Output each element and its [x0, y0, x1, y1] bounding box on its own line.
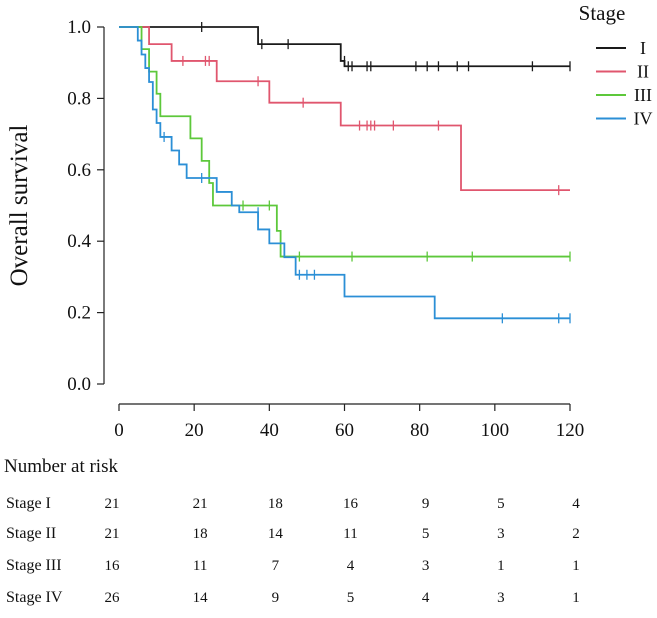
- risk-count: 18: [267, 496, 283, 512]
- series-group: [119, 22, 571, 324]
- risk-count: 1: [572, 558, 580, 574]
- risk-count: 3: [497, 526, 505, 542]
- risk-count: 2: [572, 526, 580, 542]
- risk-count: 5: [497, 496, 505, 512]
- risk-count: 14: [192, 590, 208, 606]
- risk-count: 11: [343, 526, 358, 542]
- x-tick-label: 0: [114, 420, 124, 441]
- risk-count: 14: [267, 526, 283, 542]
- risk-count: 21: [192, 496, 208, 512]
- x-tick-label: 20: [185, 420, 204, 441]
- y-tick-label: 1.0: [67, 17, 91, 38]
- y-tick-label: 0.8: [67, 88, 91, 109]
- x-tick-label: 80: [410, 420, 429, 441]
- x-tick-label: 40: [260, 420, 279, 441]
- risk-count: 16: [343, 496, 358, 512]
- risk-count: 1: [572, 590, 580, 606]
- risk-count: 16: [104, 558, 120, 574]
- risk-table-title: Number at risk: [4, 456, 118, 477]
- legend-title: Stage: [579, 1, 626, 25]
- series-line-IV: [119, 26, 570, 320]
- risk-count: 4: [346, 558, 355, 574]
- series-line-III: [119, 26, 570, 258]
- risk-count: 21: [104, 526, 120, 542]
- x-tick-label: 60: [335, 420, 354, 441]
- y-tick-label: 0.2: [67, 303, 91, 324]
- risk-count: 9: [421, 496, 430, 512]
- x-tick-label: 120: [556, 420, 585, 441]
- y-tick-label: 0.4: [67, 231, 91, 252]
- legend-label-III: III: [634, 85, 652, 105]
- km-survival-chart: 0.0 0.2 0.4 0.6 0.8 1.0 Overall survival 0 20 40 6…: [6, 1, 653, 441]
- risk-count: 5: [421, 526, 430, 542]
- risk-count: 18: [192, 526, 208, 542]
- x-tick-label: 100: [481, 420, 510, 441]
- risk-count: 7: [271, 558, 280, 574]
- axes: 0.0 0.2 0.4 0.6 0.8 1.0 Overall survival 0 20 40 6…: [6, 17, 585, 441]
- risk-row-label: Stage II: [6, 525, 57, 542]
- risk-count: 5: [346, 590, 355, 606]
- risk-row-label: Stage III: [6, 557, 62, 574]
- risk-count: 4: [572, 496, 580, 512]
- risk-count: 1: [497, 558, 505, 574]
- legend-label-I: I: [640, 38, 646, 58]
- risk-count: 26: [104, 590, 120, 606]
- risk-count: 9: [271, 590, 280, 606]
- risk-row-label: Stage I: [6, 495, 51, 512]
- y-tick-label: 0.6: [67, 160, 91, 181]
- risk-row-label: Stage IV: [6, 589, 63, 606]
- y-tick-label: 0.0: [67, 374, 91, 395]
- risk-count: 3: [421, 558, 430, 574]
- y-axis-label: Overall survival: [6, 125, 33, 287]
- risk-count: 11: [192, 558, 208, 574]
- legend-label-IV: IV: [634, 109, 653, 129]
- legend-label-II: II: [637, 62, 649, 82]
- risk-count: 3: [497, 590, 505, 606]
- risk-count: 21: [104, 496, 120, 512]
- series-line-II: [119, 26, 570, 192]
- risk-count: 4: [421, 590, 430, 606]
